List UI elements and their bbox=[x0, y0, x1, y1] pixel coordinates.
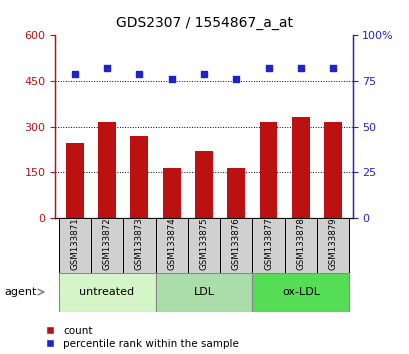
Bar bbox=[220, 218, 252, 273]
Text: GSM133875: GSM133875 bbox=[199, 218, 208, 270]
Text: GSM133874: GSM133874 bbox=[167, 218, 176, 270]
Point bbox=[232, 76, 239, 82]
Bar bbox=[130, 136, 148, 218]
Point bbox=[103, 65, 110, 71]
Text: GDS2307 / 1554867_a_at: GDS2307 / 1554867_a_at bbox=[116, 16, 293, 30]
Bar bbox=[58, 218, 91, 273]
Bar bbox=[155, 218, 187, 273]
Bar bbox=[324, 122, 341, 218]
Legend: count, percentile rank within the sample: count, percentile rank within the sample bbox=[46, 326, 238, 349]
Bar bbox=[316, 218, 348, 273]
Point bbox=[329, 65, 336, 71]
Bar bbox=[252, 273, 348, 312]
Point bbox=[71, 71, 78, 76]
Bar bbox=[252, 218, 284, 273]
Text: GSM133877: GSM133877 bbox=[263, 218, 272, 270]
Point bbox=[265, 65, 271, 71]
Bar bbox=[195, 151, 212, 218]
Text: ox-LDL: ox-LDL bbox=[281, 287, 319, 297]
Bar bbox=[187, 218, 220, 273]
Text: GSM133871: GSM133871 bbox=[70, 218, 79, 270]
Text: GSM133872: GSM133872 bbox=[102, 218, 111, 270]
Text: LDL: LDL bbox=[193, 287, 214, 297]
Bar bbox=[291, 118, 309, 218]
Text: GSM133878: GSM133878 bbox=[296, 218, 305, 270]
Bar bbox=[162, 168, 180, 218]
Point bbox=[168, 76, 175, 82]
Bar bbox=[123, 218, 155, 273]
Point bbox=[200, 71, 207, 76]
Bar bbox=[98, 122, 116, 218]
Bar bbox=[227, 168, 245, 218]
Bar bbox=[91, 218, 123, 273]
Point bbox=[297, 65, 303, 71]
Bar bbox=[66, 143, 83, 218]
Text: GSM133873: GSM133873 bbox=[135, 218, 144, 270]
Bar bbox=[284, 218, 316, 273]
Point bbox=[136, 71, 142, 76]
Text: GSM133879: GSM133879 bbox=[328, 218, 337, 270]
Text: untreated: untreated bbox=[79, 287, 134, 297]
Bar bbox=[58, 273, 155, 312]
Bar bbox=[259, 122, 277, 218]
Text: GSM133876: GSM133876 bbox=[231, 218, 240, 270]
Text: agent: agent bbox=[4, 287, 36, 297]
Bar bbox=[155, 273, 252, 312]
